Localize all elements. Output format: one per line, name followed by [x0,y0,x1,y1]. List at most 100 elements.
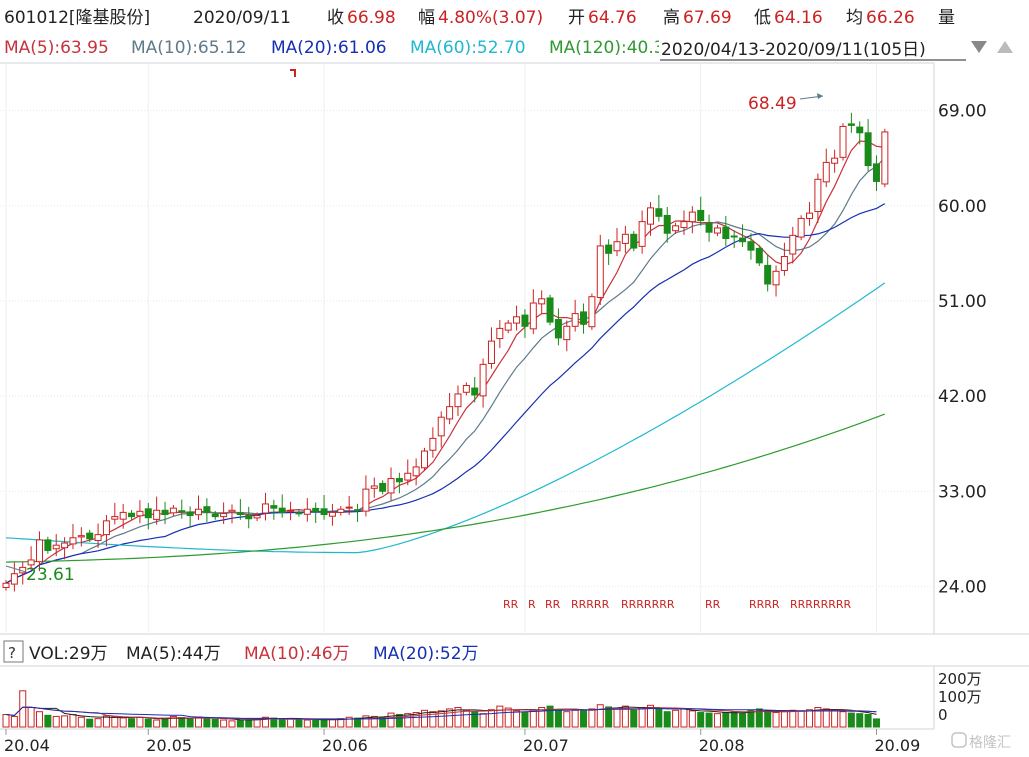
candle-body [312,507,320,512]
date-tick: 20.07 [523,736,569,755]
volume-bar [613,707,621,728]
candle-body [35,539,43,563]
candle-body [61,542,69,549]
candle-body [864,132,872,167]
volume-bar [688,710,696,728]
volume-bars [2,690,880,728]
volume-bar [764,710,772,728]
candle-body [27,559,35,566]
date-tick: 20.09 [874,736,920,755]
volume-bar [261,716,269,728]
help-icon[interactable]: ? [8,644,16,662]
avg-value: 66.26 [866,8,915,28]
candle-body [605,244,613,254]
volume-tick: 0 [938,706,948,724]
volume-bar [580,710,588,728]
volume-bar [278,718,286,728]
date-tick: 20.04 [4,736,50,755]
volume-bar [228,720,236,728]
volume-bar [287,718,295,728]
candle-body [69,537,77,545]
candle-body [697,209,705,222]
volume-bar [437,710,445,728]
help-button[interactable] [3,640,24,663]
vol-ma20: MA(20):52万 [373,644,479,664]
candle-body [44,539,52,551]
candle-body [471,387,479,396]
low-value: 64.16 [774,8,823,28]
volume-bar [747,709,755,728]
candle-body [580,311,588,325]
range-box[interactable] [659,36,968,62]
volume-bar [245,719,253,728]
volume-bar [822,708,830,728]
r-marker: R [528,598,536,611]
volume-bar [404,713,412,728]
ma20-line [5,203,886,584]
volume-bar [102,715,110,728]
candle-body [713,227,721,234]
volume-bar [529,709,537,728]
volume-bar [513,710,521,728]
candle-body [379,482,387,492]
volume-bar [487,709,495,728]
candle-body [722,226,730,240]
volume-bar [362,715,370,728]
candle-body [613,241,621,252]
open-value: 64.76 [588,8,637,28]
candle-body [839,125,847,158]
date-range[interactable]: 2020/04/13-2020/09/11(105日) [661,40,926,60]
candle-body [119,511,127,520]
candle-body [588,296,596,328]
candle-body [2,582,10,588]
candle-body [772,270,780,286]
candle-body [236,512,244,516]
volume-bar [345,716,353,728]
candle-body [780,256,788,271]
quote-date: 2020/09/11 [193,8,291,28]
volume-bar [739,712,747,728]
candle-body [814,178,822,212]
price-tick: 24.00 [938,577,987,597]
candle-body [128,512,136,518]
candle-body [412,466,420,477]
volume-bar [638,707,646,728]
candle-body [178,510,186,513]
candle-body [529,302,537,330]
volume-bar [295,718,303,728]
candle-body [421,450,428,469]
range-dropdown-icon[interactable] [971,41,987,53]
volume-bar [806,709,814,728]
volume-bar [697,712,705,728]
volume-bar [86,718,94,728]
watermark-logo-icon [951,732,967,748]
candle-body [111,516,119,520]
date-tick: 20.05 [146,736,192,755]
candle-body [563,325,571,341]
volume-tick: 200万 [938,670,982,688]
candle-body [730,235,738,238]
volume-bar [421,709,428,728]
candle-body [161,509,169,516]
vol-ma10-line [5,706,877,720]
volume-bar [797,710,805,728]
ma10-line [5,157,886,584]
high-label: 高 [663,8,680,28]
avg-label: 均 [846,8,863,28]
range-expand-icon[interactable] [997,41,1013,53]
candle-body [806,212,814,219]
volume-bar [789,709,797,728]
candle-body [755,247,763,264]
vol-ma5: MA(5):44万 [126,644,221,664]
volume-bar [236,719,244,728]
candle-body [454,393,462,408]
volume-bar [61,715,69,728]
volume-bar [672,709,680,728]
candle-body [513,316,521,324]
watermark: 格隆汇 [951,732,1011,751]
volume-bar [772,712,780,728]
ma5-line [5,140,885,584]
candle-body [688,211,696,223]
volume-bar [780,711,788,728]
candle-body [538,298,546,305]
